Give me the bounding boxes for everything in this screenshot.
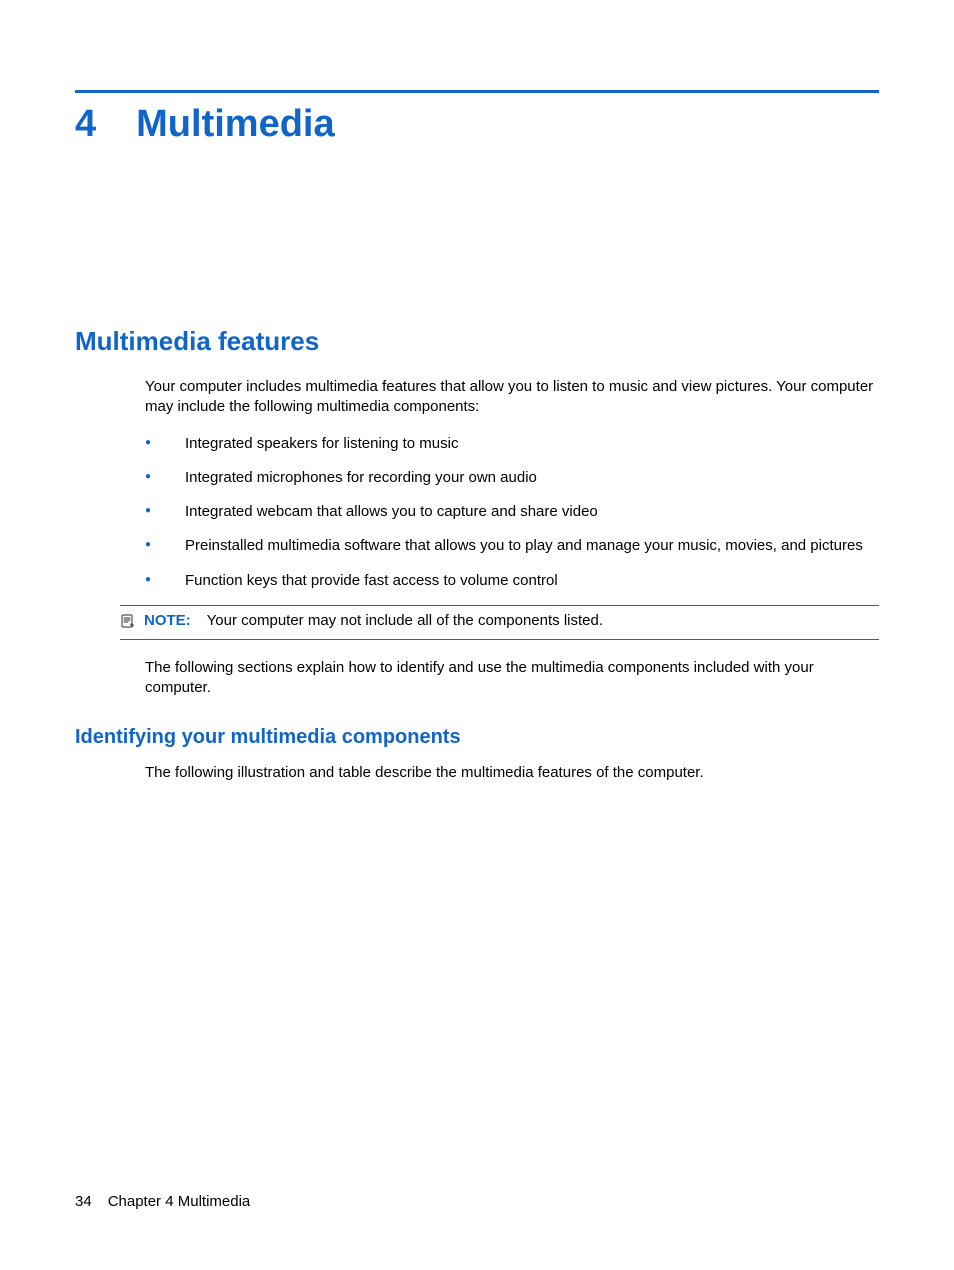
section-heading: Multimedia features: [75, 326, 879, 357]
list-item: Function keys that provide fast access t…: [145, 571, 879, 591]
page-number: 34: [75, 1193, 92, 1210]
chapter-title: Multimedia: [136, 103, 334, 145]
subsection-heading: Identifying your multimedia components: [75, 726, 879, 749]
chapter-number: 4: [75, 103, 96, 146]
footer-chapter-label: Chapter 4 Multimedia: [108, 1193, 251, 1210]
note-text: Your computer may not include all of the…: [207, 612, 603, 629]
list-item: Integrated microphones for recording you…: [145, 468, 879, 488]
note-label: NOTE:: [144, 612, 191, 629]
chapter-rule: [75, 90, 879, 93]
chapter-heading: 4 Multimedia: [75, 103, 879, 146]
note-box: NOTE: Your computer may not include all …: [120, 605, 879, 640]
page-footer: 34 Chapter 4 Multimedia: [75, 1193, 250, 1210]
feature-list: Integrated speakers for listening to mus…: [145, 434, 879, 591]
list-item: Preinstalled multimedia software that al…: [145, 536, 879, 556]
section-outro: The following sections explain how to id…: [145, 658, 879, 699]
subsection-text: The following illustration and table des…: [145, 763, 879, 783]
list-item: Integrated webcam that allows you to cap…: [145, 502, 879, 522]
section-intro: Your computer includes multimedia featur…: [145, 377, 879, 418]
list-item: Integrated speakers for listening to mus…: [145, 434, 879, 454]
note-icon: [120, 613, 138, 633]
